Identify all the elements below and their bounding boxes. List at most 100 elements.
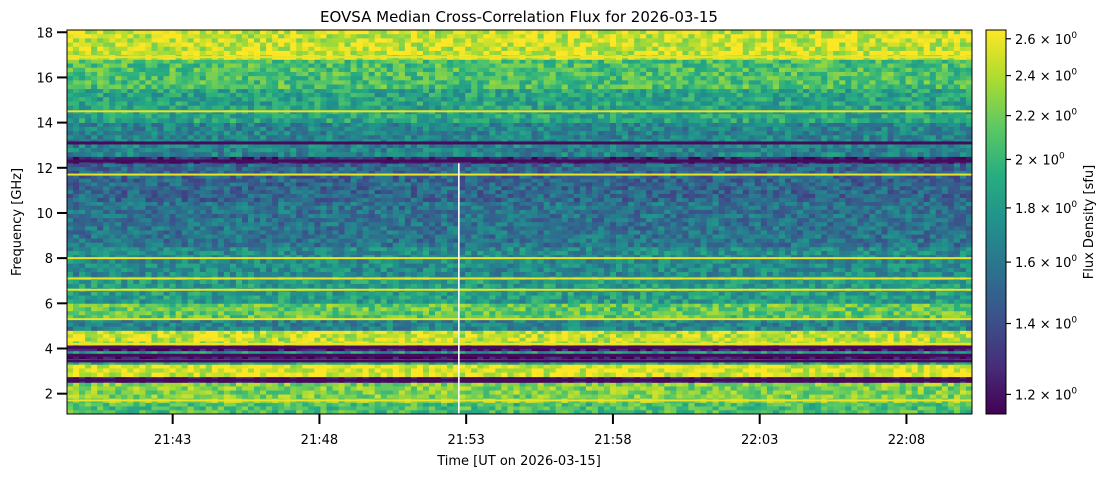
heatmap-cell — [923, 402, 931, 407]
heatmap-cell — [622, 307, 629, 312]
heatmap-cell — [115, 337, 122, 342]
heatmap-cell — [163, 291, 170, 296]
heatmap-cell — [507, 330, 514, 335]
heatmap-cell — [543, 350, 551, 355]
heatmap-cell — [772, 402, 780, 407]
heatmap-cell — [585, 390, 593, 395]
heatmap-cell — [646, 372, 653, 378]
heatmap-cell — [905, 334, 913, 339]
heatmap-cell — [211, 307, 219, 312]
heatmap-cell — [416, 330, 424, 335]
heatmap-cell — [543, 319, 551, 324]
heatmap-cell — [67, 295, 74, 300]
heatmap-cell — [157, 322, 164, 328]
heatmap-cell — [278, 394, 285, 400]
heatmap-cell — [73, 307, 80, 312]
heatmap-cell — [585, 386, 593, 391]
heatmap-cell — [205, 307, 213, 312]
heatmap-cell — [531, 307, 538, 312]
heatmap-cell — [374, 322, 382, 328]
heatmap-cell — [616, 406, 623, 411]
heatmap-cell — [537, 303, 545, 308]
heatmap-cell — [489, 307, 496, 312]
heatmap-cell — [187, 280, 195, 285]
heatmap-cell — [579, 295, 587, 300]
heatmap-cell — [809, 303, 816, 308]
heatmap-cell — [694, 291, 701, 296]
heatmap-cell — [308, 299, 315, 304]
heatmap-cell — [658, 372, 665, 378]
heatmap-cell — [248, 390, 255, 395]
heatmap-cell — [791, 307, 798, 312]
heatmap-cell — [821, 337, 828, 342]
heatmap-cell — [175, 299, 183, 304]
heatmap-cell — [85, 303, 92, 308]
heatmap-cell — [875, 307, 882, 312]
heatmap-cell — [447, 283, 454, 289]
heatmap-cell — [857, 382, 864, 387]
heatmap-cell — [519, 311, 526, 316]
heatmap-cell — [266, 280, 273, 285]
heatmap-cell — [579, 330, 587, 335]
heatmap-cell — [91, 291, 98, 296]
heatmap-cell — [495, 402, 502, 407]
heatmap-cell — [730, 337, 738, 342]
heatmap-cell — [911, 402, 919, 407]
heatmap-cell — [441, 315, 448, 320]
heatmap-cell — [797, 334, 804, 339]
heatmap-cell — [778, 319, 786, 324]
heatmap-cell — [477, 322, 484, 328]
heatmap-cell — [248, 303, 255, 308]
heatmap-cell — [73, 368, 80, 373]
heatmap-cell — [145, 295, 152, 300]
heatmap-cell — [857, 307, 864, 312]
heatmap-cell — [905, 322, 913, 328]
heatmap-cell — [278, 299, 285, 304]
heatmap-cell — [772, 372, 780, 378]
heatmap-cell — [368, 303, 376, 308]
heatmap-cell — [441, 410, 448, 414]
heatmap-cell — [416, 280, 424, 285]
heatmap-cell — [139, 303, 146, 308]
heatmap-cell — [543, 368, 551, 373]
heatmap-cell — [272, 364, 279, 369]
heatmap-cell — [459, 311, 466, 316]
heatmap-cell — [821, 319, 828, 324]
heatmap-cell — [332, 368, 339, 373]
heatmap-cell — [453, 326, 460, 331]
heatmap-cell — [929, 291, 937, 296]
heatmap-cell — [386, 319, 394, 324]
heatmap-cell — [290, 299, 297, 304]
heatmap-cell — [718, 303, 726, 308]
heatmap-cell — [616, 295, 623, 300]
heatmap-cell — [899, 372, 907, 378]
heatmap-cell — [531, 382, 538, 387]
heatmap-cell — [260, 368, 267, 373]
heatmap-cell — [531, 295, 538, 300]
heatmap-cell — [573, 350, 581, 355]
heatmap-cell — [784, 307, 792, 312]
heatmap-cell — [471, 382, 478, 387]
heatmap-cell — [839, 394, 846, 400]
heatmap-cell — [597, 283, 605, 289]
heatmap-cell — [742, 364, 750, 369]
heatmap-cell — [754, 307, 762, 312]
heatmap-cell — [320, 291, 327, 296]
heatmap-cell — [350, 382, 357, 387]
heatmap-cell — [205, 364, 213, 369]
heatmap-cell — [133, 402, 140, 407]
heatmap-cell — [248, 322, 255, 328]
heatmap-cell — [181, 303, 189, 308]
heatmap-cell — [422, 326, 430, 331]
heatmap-cell — [163, 311, 170, 316]
heatmap-cell — [863, 372, 870, 378]
heatmap-cell — [525, 330, 532, 335]
heatmap-cell — [223, 311, 231, 316]
heatmap-cell — [833, 334, 840, 339]
heatmap-cell — [501, 322, 508, 328]
heatmap-cell — [133, 311, 140, 316]
heatmap-cell — [386, 350, 394, 355]
heatmap-cell — [121, 394, 128, 400]
heatmap-cell — [664, 382, 671, 387]
heatmap-cell — [567, 307, 575, 312]
